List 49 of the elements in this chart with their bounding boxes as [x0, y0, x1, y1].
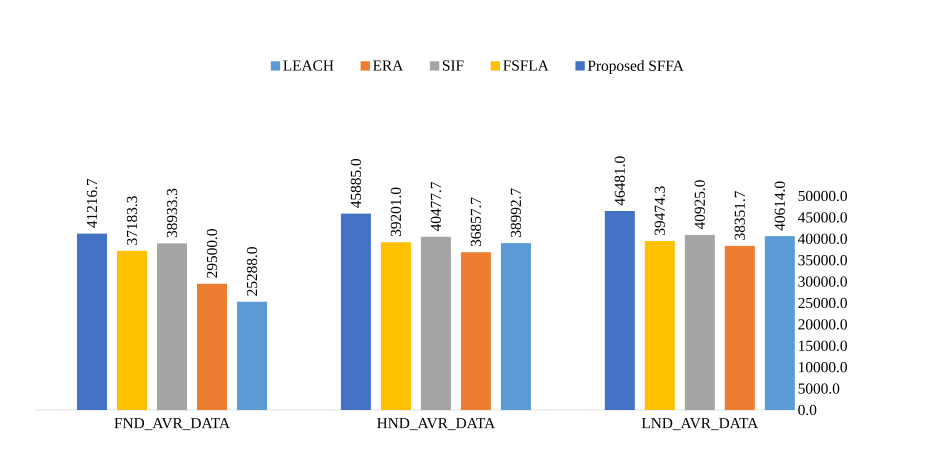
data-label: 40614.0 [774, 182, 786, 230]
y-tick-label: 45000.0 [798, 212, 847, 223]
bar [157, 243, 188, 410]
data-label: 38992.7 [510, 188, 522, 237]
data-label: 40925.0 [694, 180, 706, 230]
y-tick-label: 25000.0 [798, 298, 847, 308]
bar [420, 236, 451, 410]
data-label: 38351.7 [734, 191, 746, 240]
bar [77, 234, 108, 410]
bar [764, 236, 795, 410]
data-label: 41216.7 [86, 178, 98, 228]
y-tick-label: 50000.0 [798, 190, 847, 202]
bar [460, 252, 491, 410]
y-tick-label: 0.0 [798, 404, 816, 416]
data-label: 38933.3 [166, 188, 178, 238]
data-label: 45885.0 [350, 158, 362, 208]
y-tick-label: 40000.0 [798, 234, 847, 244]
data-label: 39201.0 [390, 188, 402, 236]
bar [684, 234, 715, 410]
x-tick-label: FND_AVR_DATA [114, 418, 230, 430]
legend-label: ERA [373, 60, 404, 70]
x-tick-label: HND_AVR_DATA [377, 418, 496, 430]
bar [500, 243, 531, 410]
data-label: 39474.3 [654, 186, 665, 235]
legend-label: FSFLA [503, 60, 549, 71]
legend-label: Proposed SFFA [588, 60, 684, 74]
bar [117, 250, 148, 410]
bar [197, 284, 228, 410]
y-tick-label: 10000.0 [799, 362, 847, 372]
bar [340, 214, 371, 410]
data-label: 46481.0 [614, 156, 626, 206]
bar [724, 246, 755, 410]
bar [380, 242, 411, 410]
bar [644, 241, 675, 410]
y-tick-label: 35000.0 [798, 254, 847, 266]
y-tick-label: 20000.0 [798, 319, 847, 330]
legend-label: SIF [442, 60, 464, 71]
data-label: 29500.0 [206, 229, 218, 278]
data-label: 37183.3 [126, 196, 138, 245]
bar [237, 302, 268, 410]
x-tick-label: LND_AVR_DATA [642, 418, 758, 430]
data-label: 36857.7 [470, 197, 482, 246]
y-tick-label: 5000.0 [798, 383, 840, 394]
legend-label: LEACH [283, 60, 334, 71]
y-tick-label: 30000.0 [798, 276, 847, 287]
data-label: 25288.0 [246, 247, 258, 296]
data-label: 40477.7 [430, 182, 442, 232]
bar [604, 211, 635, 410]
y-tick-label: 15000.0 [799, 340, 847, 351]
